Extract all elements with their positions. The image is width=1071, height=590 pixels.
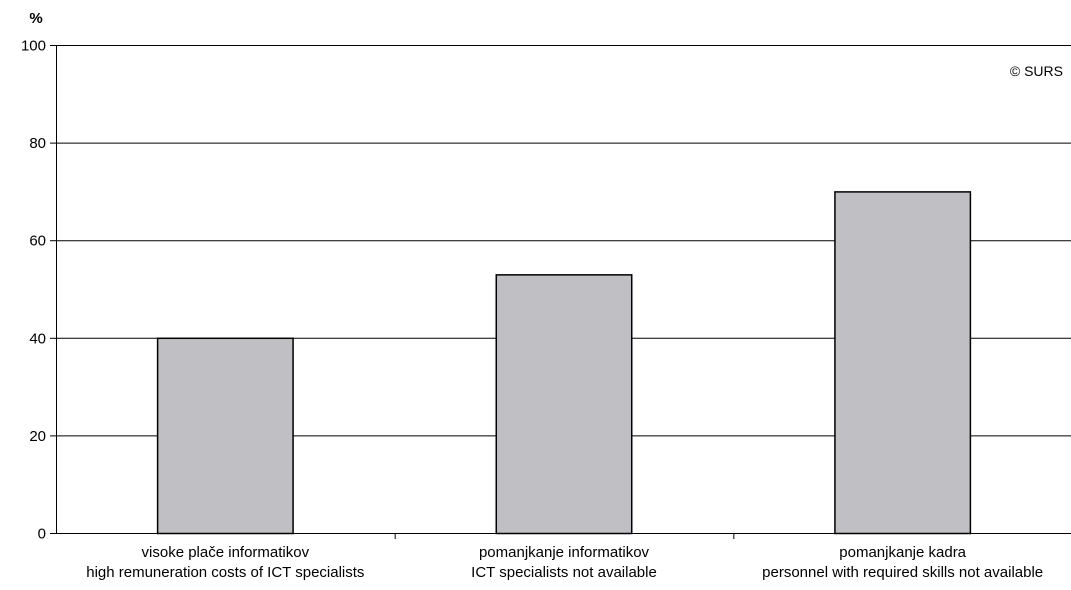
bar	[495, 274, 633, 535]
axes	[50, 45, 1071, 539]
bars	[156, 191, 972, 535]
x-tick-label: personnel with required skills not avail…	[762, 564, 1043, 581]
y-tick-label: 80	[29, 135, 46, 152]
x-tick-label: pomanjkanje informatikov	[479, 544, 650, 561]
y-tick-label: 100	[21, 38, 46, 55]
y-tick-label: 60	[29, 233, 46, 250]
labels: % © SURS 0 20 40 60 80 100 visoke plače inform…	[21, 10, 1063, 581]
x-tick-label: pomanjkanje kadra	[839, 544, 966, 561]
copyright-watermark: © SURS	[1010, 63, 1063, 79]
bar	[156, 337, 294, 535]
x-tick-label: high remuneration costs of ICT specialis…	[86, 564, 364, 581]
y-tick-label: 20	[29, 428, 46, 445]
x-tick-label: visoke plače informatikov	[142, 544, 310, 561]
bar	[834, 191, 972, 535]
x-tick-label: ICT specialists not available	[471, 564, 657, 581]
y-unit-label: %	[29, 10, 42, 27]
y-tick-label: 0	[38, 526, 46, 543]
y-tick-label: 40	[29, 330, 46, 347]
